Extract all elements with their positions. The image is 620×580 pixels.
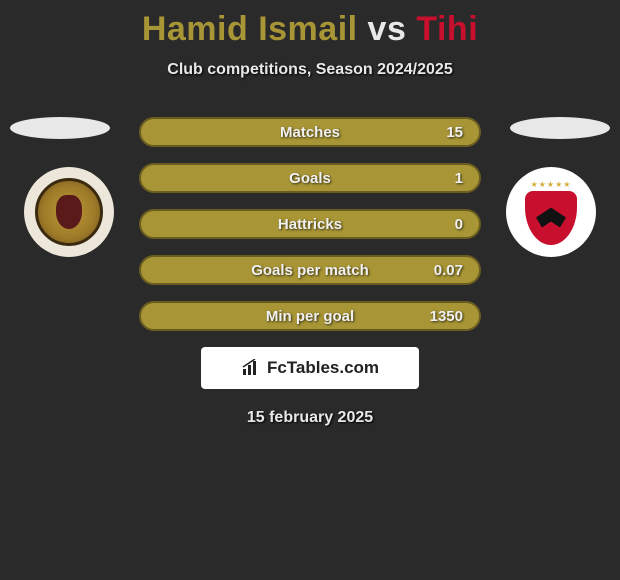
- stat-label: Matches: [280, 124, 340, 141]
- stat-bars: Matches 15 Goals 1 Hattricks 0 Goals per…: [139, 117, 481, 331]
- stat-bar-gpm: Goals per match 0.07: [139, 255, 481, 285]
- vs-text: vs: [368, 10, 407, 48]
- club-crest-icon: [35, 178, 103, 246]
- stat-label: Hattricks: [278, 216, 342, 233]
- shield-icon: [525, 191, 577, 245]
- player2-name: Tihi: [416, 10, 478, 48]
- stat-value: 0: [455, 216, 463, 233]
- brand-box: FcTables.com: [201, 347, 419, 389]
- stat-bar-mpg: Min per goal 1350: [139, 301, 481, 331]
- brand-text: FcTables.com: [267, 358, 379, 378]
- stat-value: 1350: [430, 308, 463, 325]
- stats-area: ★★★★★ Matches 15 Goals 1 Hattricks 0 Goa…: [0, 117, 620, 427]
- comparison-title: Hamid Ismail vs Tihi: [0, 0, 620, 49]
- eagle-icon: [536, 208, 566, 228]
- stat-value: 15: [446, 124, 463, 141]
- stat-label: Min per goal: [266, 308, 354, 325]
- player2-club-badge: ★★★★★: [506, 167, 596, 257]
- player1-club-badge: [24, 167, 114, 257]
- player1-name: Hamid Ismail: [142, 10, 358, 48]
- stat-bar-matches: Matches 15: [139, 117, 481, 147]
- stat-label: Goals: [289, 170, 331, 187]
- comparison-date: 15 february 2025: [0, 409, 620, 427]
- stat-value: 1: [455, 170, 463, 187]
- stat-bar-hattricks: Hattricks 0: [139, 209, 481, 239]
- season-subtitle: Club competitions, Season 2024/2025: [0, 61, 620, 79]
- stat-label: Goals per match: [251, 262, 369, 279]
- left-ellipse: [10, 117, 110, 139]
- stat-value: 0.07: [434, 262, 463, 279]
- stars-icon: ★★★★★: [531, 180, 572, 189]
- right-ellipse: [510, 117, 610, 139]
- stat-bar-goals: Goals 1: [139, 163, 481, 193]
- bar-chart-icon: [241, 359, 261, 377]
